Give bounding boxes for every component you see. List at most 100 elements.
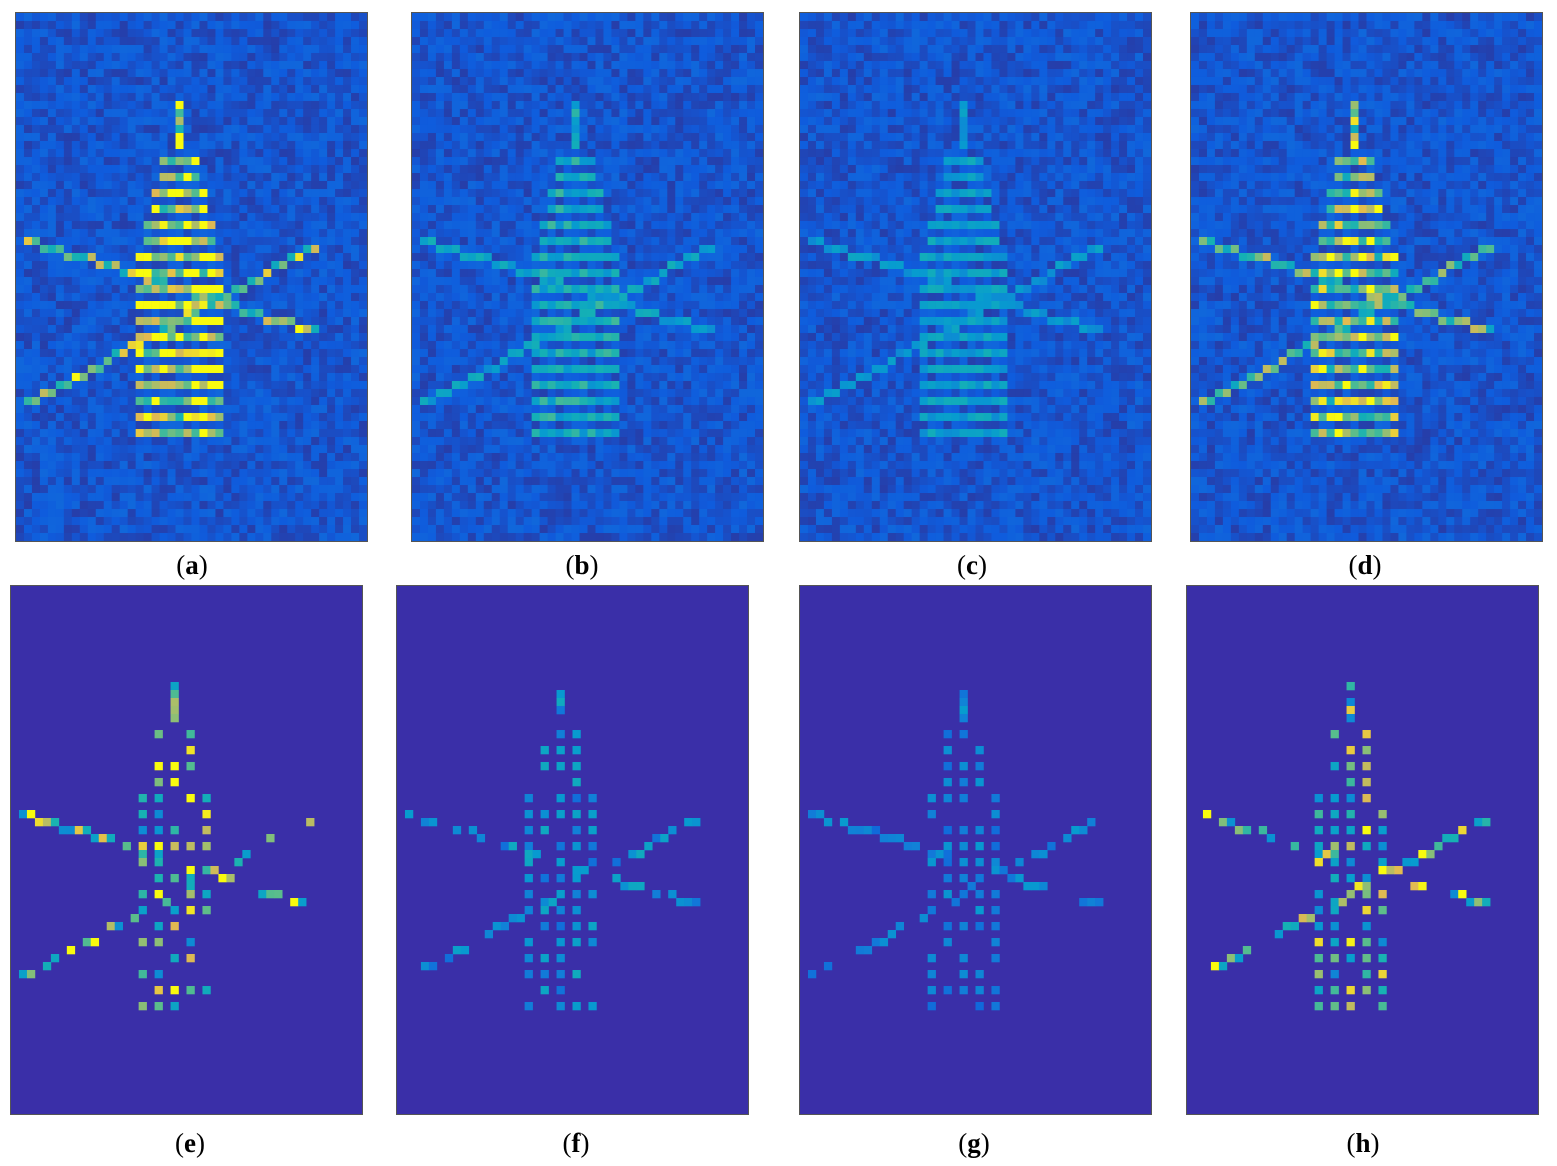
pixel-cell [443,261,453,270]
pixel-cell [707,76,716,86]
pixel-cell [412,165,421,174]
pixel-cell [651,205,660,214]
pixel-cell [651,140,660,150]
pixel-cell [215,308,224,318]
pixel-cell [135,269,144,278]
pixel-cell [731,189,740,198]
pixel-cell [199,284,208,294]
pixel-cell [327,388,336,398]
pixel-cell [747,380,756,390]
pixel-cell [659,340,668,350]
pixel-cell [683,44,692,54]
pixel-cell [223,445,232,454]
pixel-cell [515,332,524,342]
pixel-cell [271,421,280,430]
pixel-cell [699,277,708,286]
pixel-cell [515,245,524,254]
pixel-cell [451,124,461,134]
pixel-cell [723,181,732,190]
pixel-cell [175,509,184,518]
pixel-cell [55,493,65,502]
pixel-cell [343,396,352,406]
pixel-cell [443,308,453,318]
pixel-cell [183,413,192,422]
pixel-cell [335,100,344,110]
pixel-cell [419,28,429,38]
pixel-cell [412,92,421,102]
pixel-cell [319,253,328,262]
pixel-cell [643,277,652,286]
pixel-cell [643,380,652,390]
pixel-cell [547,356,556,366]
pixel-cell [539,269,548,278]
pixel-cell [287,316,296,326]
pixel-cell [667,13,676,22]
pixel-cell [499,245,509,254]
pixel-cell [279,324,288,334]
pixel-cell [683,221,692,230]
pixel-cell [539,84,548,94]
pixel-cell [95,229,105,238]
pixel-cell [343,76,352,86]
pixel-cell [151,292,160,302]
pixel-cell [31,60,41,70]
pixel-cell [127,332,136,342]
pixel-cell [55,300,65,310]
pixel-cell [731,20,740,30]
pixel-cell [531,28,540,38]
pixel-cell [255,404,264,414]
pixel-cell [135,477,144,486]
pixel-cell [239,108,248,118]
pixel-cell [31,277,41,286]
pixel-cell [595,348,604,358]
pixel-cell [39,221,49,230]
pixel-cell [627,284,636,294]
pixel-cell [327,269,336,278]
pixel-cell [739,324,748,334]
pixel-cell [199,181,208,190]
pixel-cell [103,44,113,54]
pixel-cell [159,157,168,166]
pixel-cell [627,36,636,46]
pixel-cell [359,316,367,326]
pixel-cell [151,437,160,446]
pixel-cell [79,269,89,278]
pixel-cell [255,421,264,430]
pixel-cell [343,149,352,158]
pixel-cell [231,316,240,326]
pixel-cell [207,84,216,94]
pixel-cell [611,132,620,142]
pixel-cell [311,356,320,366]
pixel-cell [699,173,708,182]
pixel-cell [135,116,144,126]
pixel-cell [167,332,176,342]
pixel-cell [135,229,144,238]
pixel-cell [207,140,216,150]
pixel-cell [335,60,344,70]
pixel-cell [31,517,41,526]
pixel-cell [747,308,756,318]
pixel-cell [467,245,477,254]
pixel-cell [723,124,732,134]
pixel-cell [335,253,344,262]
pixel-cell [87,308,97,318]
pixel-cell [427,181,437,190]
pixel-cell [523,140,532,150]
pixel-cell [71,517,81,526]
pixel-cell [619,149,628,158]
pixel-cell [231,525,240,534]
pixel-cell [327,20,336,30]
pixel-cell [39,197,49,206]
pixel-cell [231,437,240,446]
pixel-cell [271,429,280,438]
pixel-cell [167,213,176,222]
pixel-cell [159,253,168,262]
pixel-cell [183,245,192,254]
pixel-cell [71,477,81,486]
pixel-cell [699,253,708,262]
pixel-cell [675,84,684,94]
pixel-cell [699,149,708,158]
pixel-cell [643,284,652,294]
pixel-cell [175,189,184,198]
pixel-cell [223,364,232,374]
